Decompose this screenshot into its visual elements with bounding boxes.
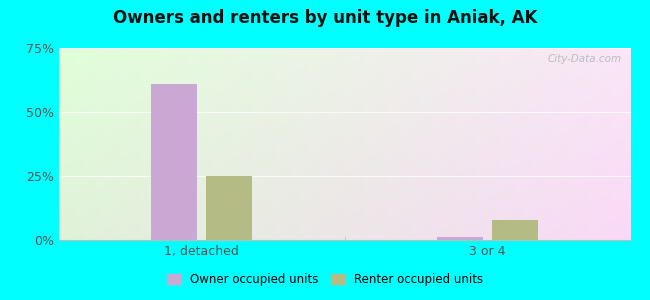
Bar — [206, 176, 252, 240]
Text: City-Data.com: City-Data.com — [548, 54, 622, 64]
Bar — [151, 84, 197, 240]
Text: Owners and renters by unit type in Aniak, AK: Owners and renters by unit type in Aniak… — [113, 9, 537, 27]
Legend: Owner occupied units, Renter occupied units: Owner occupied units, Renter occupied un… — [162, 269, 488, 291]
Bar — [492, 220, 538, 240]
Bar — [437, 237, 483, 240]
